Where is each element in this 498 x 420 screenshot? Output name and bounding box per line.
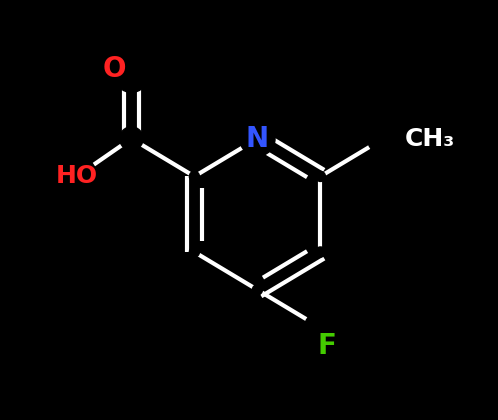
Text: N: N (246, 125, 269, 152)
Circle shape (252, 285, 262, 295)
Circle shape (240, 121, 275, 156)
Circle shape (120, 127, 143, 150)
Text: O: O (103, 55, 126, 83)
Circle shape (189, 171, 199, 181)
Circle shape (115, 59, 148, 92)
Circle shape (315, 171, 325, 181)
Circle shape (57, 156, 97, 197)
Circle shape (368, 123, 399, 155)
Circle shape (315, 247, 325, 257)
Text: HO: HO (56, 164, 98, 189)
Circle shape (189, 247, 199, 257)
Circle shape (304, 312, 336, 344)
Text: F: F (317, 333, 336, 360)
Text: CH₃: CH₃ (404, 126, 455, 151)
